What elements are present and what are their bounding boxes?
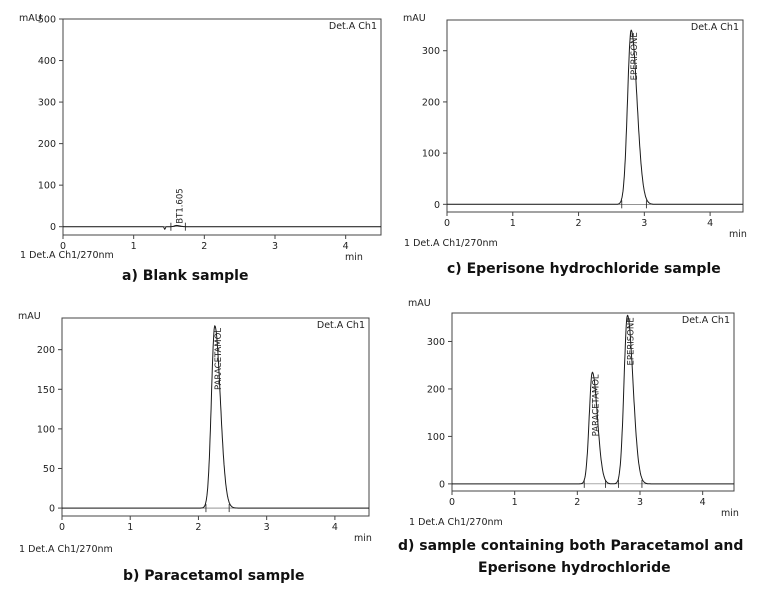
x-tick-label: 4 <box>332 522 338 533</box>
x-tick-label: 4 <box>343 241 349 252</box>
chromatogram-trace <box>63 224 381 230</box>
x-tick-label: 2 <box>574 497 580 508</box>
channel-footer: 1 Det.A Ch1/270nm <box>19 544 113 555</box>
peak-label: EPERISONE <box>630 32 640 80</box>
y-tick-label: 300 <box>427 337 445 348</box>
plot-frame <box>61 317 370 517</box>
chart-panel-c: 0 100 200 300 0 1 2 3 4 mAU min Det.A Ch1 1 Det.A Ch… <box>403 13 747 249</box>
chromatogram-trace <box>452 314 734 485</box>
detector-label: Det.A Ch1 <box>682 315 730 326</box>
chart-panel-b: 0 50 100 150 200 0 1 2 3 4 mAU min Det.A Ch1 1 Det.A … <box>18 311 372 555</box>
caption-c: c) Eperisone hydrochloride sample <box>447 261 721 277</box>
caption-d-line1: d) sample containing both Paracetamol an… <box>398 538 744 554</box>
detector-label: Det.A Ch1 <box>691 22 739 33</box>
x-tick-label: 1 <box>131 241 137 252</box>
detector-label: Det.A Ch1 <box>329 21 377 32</box>
x-tick-label: 1 <box>512 497 518 508</box>
channel-footer: 1 Det.A Ch1/270nm <box>409 517 503 528</box>
y-tick-label: 0 <box>434 200 440 211</box>
peak-label: EPERISONE <box>626 317 636 365</box>
peak-label: PARACETAMOL <box>214 328 224 390</box>
x-tick-label: 0 <box>59 522 65 533</box>
y-tick-label: 150 <box>37 385 55 396</box>
y-tick-label: 0 <box>439 479 445 490</box>
y-tick-label: 100 <box>427 432 445 443</box>
y-tick-label: 100 <box>38 181 56 192</box>
x-tick-label: 2 <box>201 241 207 252</box>
y-axis-unit: mAU <box>408 298 431 309</box>
x-axis-unit: min <box>721 508 739 519</box>
caption-a: a) Blank sample <box>122 268 249 284</box>
plot-frame <box>451 312 735 492</box>
chart-panel-d: 0 100 200 300 0 1 2 3 4 mAU min Det.A Ch1 1 Det.A Ch… <box>408 298 739 528</box>
y-tick-label: 300 <box>38 98 56 109</box>
x-tick-label: 2 <box>195 522 201 533</box>
x-tick-label: 0 <box>449 497 455 508</box>
channel-footer: 1 Det.A Ch1/270nm <box>404 238 498 249</box>
y-tick-label: 200 <box>37 345 55 356</box>
x-tick-label: 1 <box>127 522 133 533</box>
y-tick-label: 0 <box>49 504 55 515</box>
y-tick-label: 500 <box>38 15 56 26</box>
chromatogram-trace <box>62 324 369 509</box>
x-tick-label: 0 <box>444 218 450 229</box>
peak-label: PARACETAMOL <box>591 374 601 436</box>
y-axis-unit: mAU <box>19 13 42 24</box>
x-tick-label: 0 <box>60 241 66 252</box>
y-tick-label: 50 <box>43 464 55 475</box>
x-tick-label: 3 <box>272 241 278 252</box>
y-tick-label: 200 <box>427 384 445 395</box>
chart-panel-a: 0 100 200 300 400 500 0 1 2 3 4 mAU min Det.A Ch1 1 De… <box>19 13 382 263</box>
peak-label: BT1.605 <box>175 188 185 223</box>
x-tick-label: 3 <box>637 497 643 508</box>
y-tick-label: 100 <box>37 424 55 435</box>
channel-footer: 1 Det.A Ch1/270nm <box>20 250 114 261</box>
y-tick-label: 100 <box>422 149 440 160</box>
caption-b: b) Paracetamol sample <box>123 568 305 584</box>
y-tick-label: 300 <box>422 46 440 57</box>
y-tick-label: 200 <box>422 97 440 108</box>
x-axis-unit: min <box>345 252 363 263</box>
y-tick-label: 0 <box>50 222 56 233</box>
chromatogram-trace <box>447 29 743 205</box>
x-tick-label: 1 <box>510 218 516 229</box>
y-tick-label: 400 <box>38 56 56 67</box>
x-tick-label: 3 <box>641 218 647 229</box>
y-tick-label: 200 <box>38 139 56 150</box>
plot-frame <box>62 18 382 236</box>
x-tick-label: 4 <box>700 497 706 508</box>
x-tick-label: 3 <box>264 522 270 533</box>
x-tick-label: 2 <box>576 218 582 229</box>
x-axis-unit: min <box>354 533 372 544</box>
plot-frame <box>446 19 744 213</box>
y-axis-unit: mAU <box>18 311 41 322</box>
x-axis-unit: min <box>729 229 747 240</box>
y-axis-unit: mAU <box>403 13 426 24</box>
detector-label: Det.A Ch1 <box>317 320 365 331</box>
caption-d-line2: Eperisone hydrochloride <box>478 560 671 576</box>
x-tick-label: 4 <box>707 218 713 229</box>
